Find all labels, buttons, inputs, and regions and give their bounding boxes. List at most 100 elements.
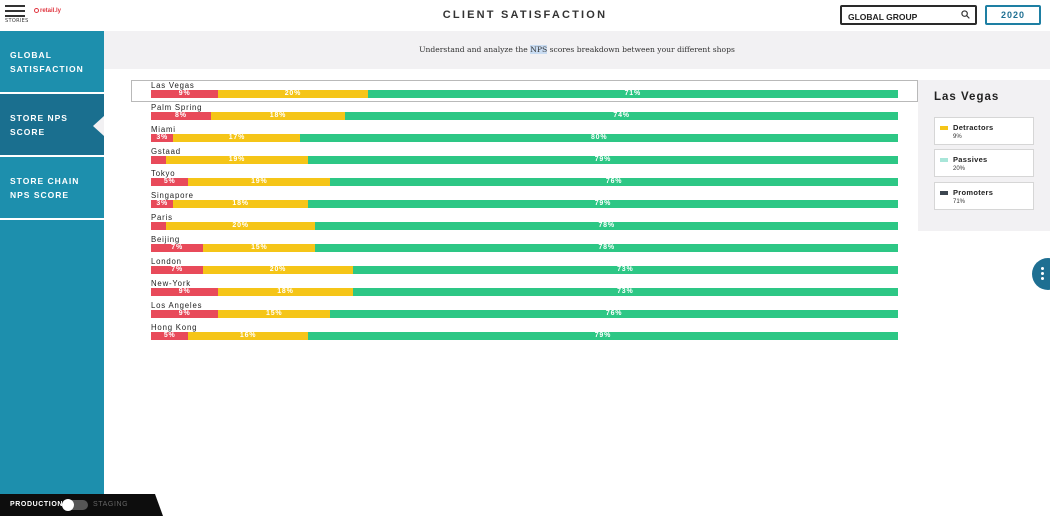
chart-row[interactable]: Hong Kong 5% 16% 79% xyxy=(151,322,898,344)
more-vertical-icon xyxy=(1041,267,1044,282)
promoters-segment[interactable]: 78% xyxy=(315,222,898,230)
promoters-segment[interactable]: 79% xyxy=(307,156,898,164)
row-city-label: Gstaad xyxy=(151,147,181,156)
stacked-bar: 8% 18% 74% xyxy=(151,112,898,120)
passives-segment[interactable]: 19% xyxy=(165,156,308,164)
row-city-label: New-York xyxy=(151,279,191,288)
legend-item-passives[interactable]: Passives 20% xyxy=(934,149,1034,177)
search-box[interactable] xyxy=(840,5,977,25)
sidebar-item-store-chain-nps-score[interactable]: STORE CHAIN NPS SCORE xyxy=(0,157,104,220)
detractors-segment[interactable]: 7% xyxy=(151,244,204,252)
stacked-bar: 9% 15% 76% xyxy=(151,310,898,318)
detractors-segment[interactable]: 5% xyxy=(151,332,189,340)
detractors-segment[interactable]: 3% xyxy=(151,200,174,208)
row-city-label: Las Vegas xyxy=(151,81,195,90)
detractors-segment[interactable]: 7% xyxy=(151,266,204,274)
detractors-segment[interactable]: 8% xyxy=(151,112,211,120)
stacked-bar: 5% 19% 76% xyxy=(151,178,898,186)
row-city-label: Miami xyxy=(151,125,176,134)
page-subtitle: Understand and analyze the NPS scores br… xyxy=(419,45,735,54)
promoters-segment[interactable]: 73% xyxy=(352,266,898,274)
promoters-segment[interactable]: 80% xyxy=(300,134,898,142)
passives-segment[interactable]: 18% xyxy=(218,288,353,296)
row-city-label: London xyxy=(151,257,182,266)
chart-row[interactable]: Beijing 7% 15% 78% xyxy=(151,234,898,256)
detractors-segment[interactable]: 5% xyxy=(151,178,189,186)
promoters-segment[interactable]: 78% xyxy=(315,244,898,252)
menu-label: STORIES xyxy=(5,18,29,24)
detractors-segment[interactable]: 9% xyxy=(151,288,219,296)
chart-row[interactable]: Paris 20% 78% xyxy=(151,212,898,234)
passives-segment[interactable]: 18% xyxy=(210,112,346,120)
stacked-bar: 3% 18% 79% xyxy=(151,200,898,208)
promoters-segment[interactable]: 79% xyxy=(307,200,898,208)
chart-row[interactable]: Las Vegas 9% 20% 71% xyxy=(151,80,898,102)
stacked-bar: 7% 20% 73% xyxy=(151,266,898,274)
legend-value: 20% xyxy=(953,166,966,172)
chart-row[interactable]: Los Angeles 9% 15% 76% xyxy=(151,300,898,322)
legend-title: Las Vegas xyxy=(934,91,1000,103)
page-title: CLIENT SATISFACTION xyxy=(442,9,608,21)
detractors-segment[interactable]: 3% xyxy=(151,134,174,142)
passives-segment[interactable]: 20% xyxy=(203,266,353,274)
production-label: PRODUCTION xyxy=(10,501,64,508)
search-input[interactable] xyxy=(848,9,958,25)
passives-segment[interactable]: 18% xyxy=(173,200,308,208)
top-header: STORIES retail.ly CLIENT SATISFACTION 20… xyxy=(0,0,1050,31)
legend-item-detractors[interactable]: Detractors 9% xyxy=(934,117,1034,145)
row-city-label: Singapore xyxy=(151,191,194,200)
search-icon[interactable] xyxy=(961,10,970,19)
promoters-segment[interactable]: 76% xyxy=(330,310,898,318)
promoters-segment[interactable]: 73% xyxy=(352,288,898,296)
passives-segment[interactable]: 20% xyxy=(218,90,368,98)
legend-item-promoters[interactable]: Promoters 71% xyxy=(934,182,1034,210)
sidebar: GLOBAL SATISFACTION STORE NPS SCORE STOR… xyxy=(0,31,104,516)
passives-segment[interactable]: 17% xyxy=(173,134,301,142)
stacked-bar: 3% 17% 80% xyxy=(151,134,898,142)
row-city-label: Tokyo xyxy=(151,169,176,178)
promoters-segment[interactable]: 74% xyxy=(345,112,898,120)
passives-segment[interactable]: 15% xyxy=(203,244,316,252)
menu-icon[interactable]: STORIES xyxy=(5,5,29,25)
chart-row[interactable]: Tokyo 5% 19% 76% xyxy=(151,168,898,190)
detractors-segment[interactable] xyxy=(151,222,166,230)
chart-row[interactable]: Miami 3% 17% 80% xyxy=(151,124,898,146)
promoters-segment[interactable]: 76% xyxy=(330,178,898,186)
detractors-segment[interactable]: 9% xyxy=(151,310,219,318)
selected-row-highlight xyxy=(131,80,918,102)
legend-swatch xyxy=(940,191,948,195)
detractors-segment[interactable]: 9% xyxy=(151,90,219,98)
stacked-bar: 9% 20% 71% xyxy=(151,90,898,98)
sidebar-item-global-satisfaction[interactable]: GLOBAL SATISFACTION xyxy=(0,31,104,94)
chart-row[interactable]: Gstaad 19% 79% xyxy=(151,146,898,168)
passives-segment[interactable]: 15% xyxy=(218,310,331,318)
legend-value: 71% xyxy=(953,199,966,205)
logo-icon xyxy=(34,8,39,13)
stacked-bar: 19% 79% xyxy=(151,156,898,164)
nps-stacked-bar-chart: Las Vegas 9% 20% 71% Palm Spring 8% 18% 74% Miam… xyxy=(131,80,918,342)
legend-swatch xyxy=(940,158,948,162)
chart-row[interactable]: New-York 9% 18% 73% xyxy=(151,278,898,300)
legend-value: 9% xyxy=(953,134,962,140)
environment-bar: PRODUCTION STAGING xyxy=(0,494,163,516)
year-selector[interactable]: 2020 xyxy=(985,5,1041,25)
sidebar-item-store-nps-score[interactable]: STORE NPS SCORE xyxy=(0,94,104,157)
row-city-label: Hong Kong xyxy=(151,323,198,332)
promoters-segment[interactable]: 79% xyxy=(307,332,898,340)
row-city-label: Los Angeles xyxy=(151,301,203,310)
chart-row[interactable]: London 7% 20% 73% xyxy=(151,256,898,278)
legend-name: Detractors xyxy=(953,123,994,132)
passives-segment[interactable]: 16% xyxy=(188,332,308,340)
row-city-label: Paris xyxy=(151,213,173,222)
passives-segment[interactable]: 19% xyxy=(188,178,331,186)
stacked-bar: 7% 15% 78% xyxy=(151,244,898,252)
passives-segment[interactable]: 20% xyxy=(165,222,316,230)
chart-row[interactable]: Palm Spring 8% 18% 74% xyxy=(151,102,898,124)
detractors-segment[interactable] xyxy=(151,156,166,164)
environment-toggle[interactable] xyxy=(62,499,88,511)
stacked-bar: 9% 18% 73% xyxy=(151,288,898,296)
legend-name: Promoters xyxy=(953,188,994,197)
promoters-segment[interactable]: 71% xyxy=(367,90,898,98)
chart-row[interactable]: Singapore 3% 18% 79% xyxy=(151,190,898,212)
more-options-button[interactable] xyxy=(1032,258,1050,290)
